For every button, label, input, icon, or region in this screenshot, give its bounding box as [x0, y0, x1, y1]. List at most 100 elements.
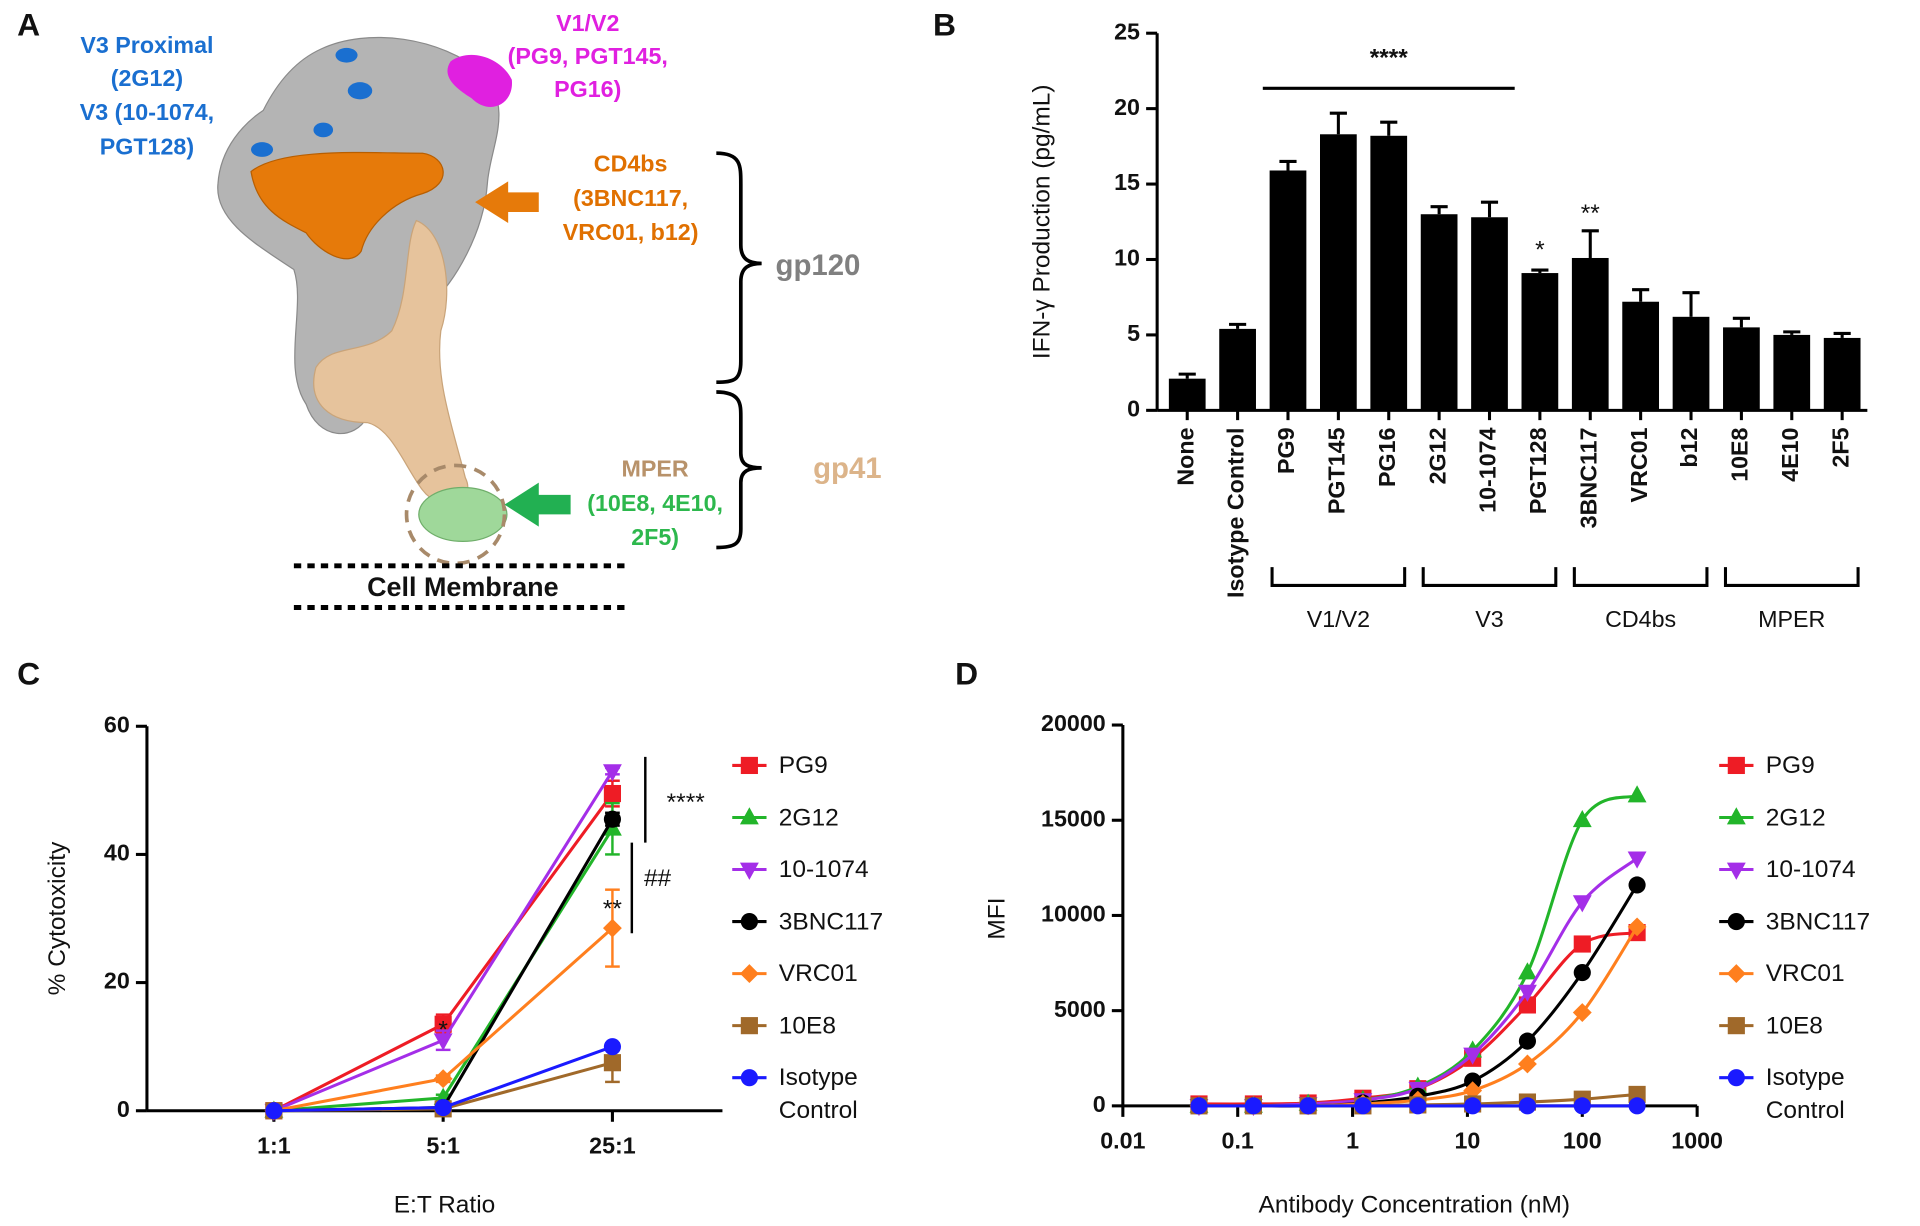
- diagram-label: Cell Membrane: [367, 572, 559, 602]
- legend-item: VRC01: [779, 960, 858, 987]
- legend-item: 2G12: [779, 804, 839, 831]
- marker: [433, 1069, 453, 1089]
- bar: [1672, 316, 1710, 411]
- annotation: **: [603, 895, 623, 922]
- legend-item: 10-1074: [779, 856, 869, 883]
- bar: [1521, 273, 1559, 411]
- bar: [1723, 327, 1760, 411]
- x-tick-label: 3BNC117: [1575, 427, 1601, 528]
- legend-item: 10E8: [1765, 1012, 1823, 1040]
- v1v2-patch: [447, 54, 513, 107]
- x-tick-label: 1: [1346, 1128, 1359, 1154]
- legend-label: PG9: [1765, 751, 1815, 779]
- marker: [603, 1038, 621, 1056]
- marker: [434, 1015, 452, 1033]
- y-tick-label: 20: [104, 968, 130, 994]
- marker: [1518, 1032, 1537, 1050]
- diagram-label: (10E8, 4E10,: [587, 490, 723, 516]
- bar: [1219, 328, 1256, 411]
- marker: [603, 784, 621, 803]
- diagram-label: V3 Proximal: [80, 32, 213, 58]
- marker: [1572, 1003, 1592, 1022]
- x-tick-label: 10: [1454, 1128, 1480, 1154]
- bar: [1420, 214, 1458, 411]
- x-tick-label: 0.01: [1100, 1128, 1145, 1154]
- marker: [739, 964, 759, 984]
- marker: [1572, 895, 1592, 913]
- y-axis-title: % Cytotoxicity: [44, 841, 71, 995]
- marker: [740, 1017, 758, 1035]
- y-tick-label: 0: [1093, 1091, 1106, 1117]
- marker: [1463, 1047, 1483, 1065]
- x-tick-label: 1000: [1671, 1128, 1723, 1154]
- marker: [1409, 1097, 1427, 1115]
- series-line: [273, 792, 614, 1113]
- bar: [1571, 257, 1609, 411]
- y-tick-label: 20000: [1041, 710, 1106, 736]
- y-tick-label: 40: [104, 840, 130, 866]
- panel-label: A: [17, 6, 40, 42]
- marker: [1518, 996, 1537, 1014]
- v3-patch: [251, 142, 274, 157]
- v3-patch: [347, 82, 373, 100]
- marker: [740, 1069, 758, 1087]
- marker: [739, 807, 759, 825]
- fit-curve: [1198, 857, 1639, 1108]
- x-tick-label: None: [1172, 427, 1198, 485]
- marker: [739, 862, 759, 880]
- marker: [1354, 1097, 1372, 1115]
- panel-label: D: [955, 655, 978, 691]
- legend-item: VRC01: [1766, 960, 1845, 987]
- diagram-label: gp120: [776, 249, 861, 282]
- legend-item: 3BNC117: [1766, 908, 1870, 935]
- x-tick-label: 25:1: [589, 1133, 636, 1159]
- y-tick-label: 10: [1114, 245, 1140, 271]
- marker: [1727, 1069, 1745, 1087]
- y-tick-label: 15: [1114, 169, 1140, 195]
- diagram-label: MPER: [622, 455, 689, 481]
- gp41-surface: [313, 219, 469, 504]
- marker: [1573, 1097, 1591, 1115]
- marker: [603, 810, 621, 828]
- group-bracket: [1723, 567, 1860, 587]
- legend-item: PG9: [1765, 751, 1815, 779]
- x-tick-label: PGT145: [1324, 427, 1350, 514]
- panel-label: B: [933, 6, 956, 42]
- legend-item: 10E8: [779, 1012, 836, 1039]
- x-tick-label: PG9: [1273, 427, 1299, 474]
- marker: [1299, 1097, 1317, 1115]
- marker: [1726, 964, 1746, 984]
- marker: [1464, 1072, 1482, 1090]
- group-label: V1/V2: [1307, 606, 1370, 632]
- legend-label: 10E8: [1765, 1012, 1823, 1040]
- x-tick-label: 10-1074: [1475, 427, 1501, 512]
- group-bracket: [1270, 567, 1407, 587]
- marker: [1627, 851, 1647, 869]
- marker: [1727, 913, 1745, 931]
- marker: [603, 1054, 621, 1072]
- marker: [1464, 1097, 1482, 1115]
- marker: [265, 1102, 283, 1120]
- marker: [1244, 1097, 1262, 1115]
- diagram-label: gp41: [813, 452, 882, 485]
- x-axis-title: E:T Ratio: [394, 1192, 496, 1219]
- y-tick-label: 20: [1114, 94, 1140, 120]
- legend-item: Isotype Control: [1766, 1064, 1845, 1124]
- annotation: **: [1581, 200, 1601, 227]
- y-tick-label: 5: [1127, 320, 1140, 346]
- panel-a-diagram: V3 Proximal (2G12) V3 (10-1074, PGT128) …: [80, 10, 882, 610]
- marker: [1518, 962, 1537, 980]
- marker: [740, 756, 758, 775]
- series-line: [273, 770, 614, 1113]
- y-tick-label: 0: [1127, 395, 1140, 421]
- diagram-label: V1/V2: [556, 10, 619, 36]
- y-tick-label: 60: [104, 711, 130, 737]
- bar: [1773, 334, 1811, 411]
- mper-arrow: [504, 482, 571, 527]
- y-tick-label: 15000: [1041, 805, 1106, 831]
- bar: [1823, 337, 1861, 411]
- x-tick-label: VRC01: [1626, 427, 1652, 502]
- bar: [1269, 170, 1307, 411]
- v3-patch: [313, 122, 334, 138]
